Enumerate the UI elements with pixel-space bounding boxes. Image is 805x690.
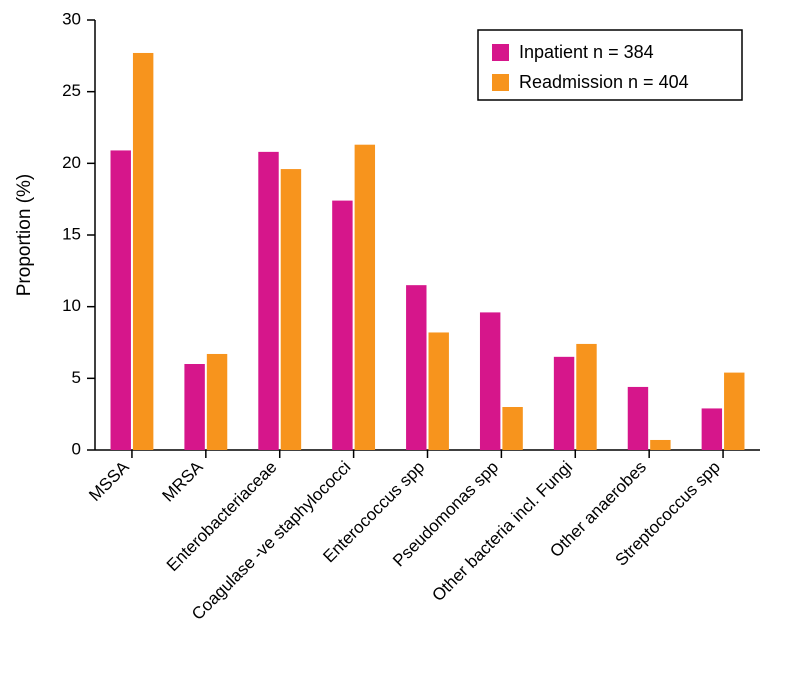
y-tick-label: 15 — [62, 224, 81, 243]
y-tick-label: 5 — [72, 368, 81, 387]
bar — [628, 387, 648, 450]
legend-label: Inpatient n = 384 — [519, 42, 654, 62]
bar — [702, 408, 722, 450]
bar-chart: 051015202530Proportion (%)MSSAMRSAEntero… — [0, 0, 805, 690]
legend-swatch — [492, 74, 509, 91]
bar — [724, 373, 744, 450]
bar — [502, 407, 522, 450]
bar — [576, 344, 596, 450]
y-tick-label: 10 — [62, 296, 81, 315]
bar — [281, 169, 301, 450]
bar — [207, 354, 227, 450]
bar — [406, 285, 426, 450]
y-axis-title: Proportion (%) — [14, 174, 35, 297]
chart-svg: 051015202530Proportion (%)MSSAMRSAEntero… — [0, 0, 805, 690]
bar — [480, 312, 500, 450]
bar — [133, 53, 153, 450]
y-tick-label: 25 — [62, 81, 81, 100]
bar — [355, 145, 375, 450]
bar — [111, 150, 131, 450]
x-category-label: MRSA — [158, 457, 207, 506]
bar — [650, 440, 670, 450]
y-tick-label: 30 — [62, 9, 81, 28]
legend-label: Readmission n = 404 — [519, 72, 689, 92]
y-tick-label: 20 — [62, 153, 81, 172]
bar — [332, 201, 352, 450]
y-tick-label: 0 — [72, 439, 81, 458]
bar — [258, 152, 278, 450]
bar — [554, 357, 574, 450]
x-category-label: Coagulase -ve staphylococci — [188, 457, 354, 623]
bar — [429, 332, 449, 450]
legend-swatch — [492, 44, 509, 61]
x-category-label: Other bacteria incl. Fungi — [428, 457, 576, 605]
bar — [184, 364, 204, 450]
x-category-label: MSSA — [85, 457, 133, 505]
